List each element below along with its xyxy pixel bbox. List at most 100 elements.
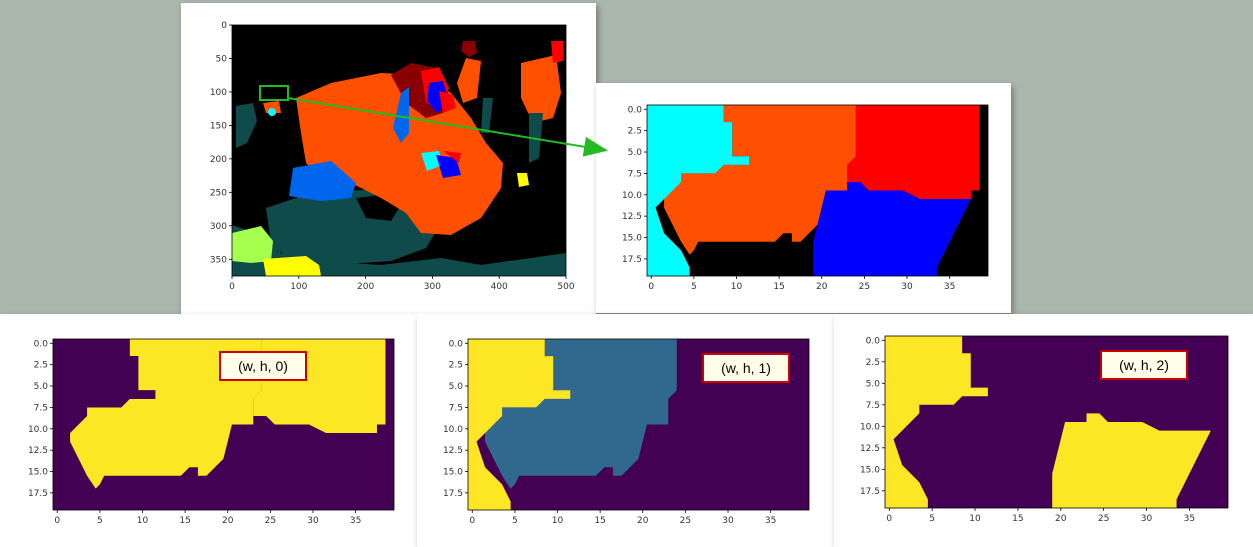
channel-2-x-tick-label: 30 [1141, 514, 1153, 524]
region-red [847, 105, 980, 200]
channel-2-axes: 0 5 10 15 20 25 30 35 0.0 2.5 5.0 7.5 10.0 12.5 15.0 17… [860, 335, 1229, 524]
crop-x-tick-label: 0 [648, 282, 654, 292]
full-segmentation-plot: 0 100 200 300 400 500 0 50 100 150 200 250 300 350 [210, 21, 575, 292]
channel-0-y-tick-label: 10.0 [28, 425, 48, 435]
crop-y-tick-label: 7.5 [628, 169, 642, 179]
region-cyan [53, 339, 156, 510]
channel-2-label-box: (w, h, 2) [1100, 350, 1188, 380]
channel-1-y-tick-label: 5.0 [449, 382, 464, 392]
channel-1-y-tick-label: 2.5 [449, 361, 463, 371]
channel-1-label: (w, h, 1) [721, 360, 771, 376]
crop-y-tick-label: 5.0 [628, 148, 643, 158]
channel-0-y-tick-label: 0.0 [34, 339, 49, 349]
channel-2-y-tick-label: 10.0 [860, 422, 880, 432]
region-orange [70, 339, 262, 489]
full-y-tick-label: 250 [210, 188, 227, 198]
full-y-tick-label: 0 [221, 21, 227, 31]
channel-2-y-tick-label: 12.5 [860, 444, 880, 454]
crop-x-tick-label: 20 [816, 282, 828, 292]
region-cyan [885, 336, 988, 508]
region-cyan [647, 105, 750, 276]
full-x-tick-label: 200 [357, 282, 374, 292]
channel-0-x-tick-label: 15 [179, 516, 190, 526]
channel-1-y-tick-label: 15.0 [443, 468, 463, 478]
crop-y-tick-label: 12.5 [622, 212, 642, 222]
channel-1-y-tick-label: 0.0 [449, 339, 464, 349]
channel-1-y-tick-label: 10.0 [443, 425, 463, 435]
channel-0-axes: 0 5 10 15 20 25 30 35 0.0 2.5 5.0 7.5 10.0 12.5 15.0 17… [28, 338, 395, 526]
full-y-tick-label: 100 [210, 88, 227, 98]
channel-1-y-tick-label: 17.5 [443, 489, 463, 499]
crop-y-tick-label: 17.5 [622, 255, 642, 265]
channel-2-y-tick-label: 5.0 [866, 379, 881, 389]
crop-y-tick-label: 10.0 [622, 191, 642, 201]
channel-0-x-tick-label: 5 [97, 516, 103, 526]
full-y-tick-label: 50 [216, 54, 228, 64]
channel-panel-1: 0 5 10 15 20 25 30 35 0.0 2.5 5.0 7.5 10.0 12.5 15.0 17… [417, 314, 834, 547]
full-x-tick-label: 0 [229, 282, 235, 292]
channel-0-x-tick-label: 30 [307, 516, 319, 526]
channel-1-x-tick-label: 20 [637, 516, 649, 526]
channel-1-x-tick-label: 5 [512, 516, 518, 526]
crop-y-tick-label: 0.0 [628, 105, 643, 115]
region-orange [485, 339, 677, 489]
crop-x-tick-label: 25 [859, 282, 870, 292]
channel-2-label: (w, h, 2) [1119, 357, 1169, 373]
channel-1-x-tick-label: 10 [552, 516, 564, 526]
channel-1-x-tick-label: 35 [765, 516, 776, 526]
channel-0-y-tick-label: 12.5 [28, 446, 48, 456]
channel-0-label-box: (w, h, 0) [219, 351, 307, 381]
channel-0-y-tick-label: 15.0 [28, 468, 48, 478]
region-cyan [468, 339, 571, 510]
region-orange [902, 336, 1096, 487]
full-y-tick-label: 350 [210, 255, 227, 265]
channel-2-x-tick-label: 10 [969, 514, 981, 524]
full-y-tick-label: 150 [210, 121, 227, 131]
channel-panel-0: 0 5 10 15 20 25 30 35 0.0 2.5 5.0 7.5 10.0 12.5 15.0 17… [0, 314, 417, 547]
channel-1-axes: 0 5 10 15 20 25 30 35 0.0 2.5 5.0 7.5 10.0 12.5 15.0 17… [443, 338, 810, 526]
channel-panel-2: 0 5 10 15 20 25 30 35 0.0 2.5 5.0 7.5 10.0 12.5 15.0 17… [834, 314, 1253, 547]
crop-x-tick-label: 30 [901, 282, 913, 292]
crop-x-tick-label: 15 [773, 282, 784, 292]
crop-segmentation-axes: 0 5 10 15 20 25 30 35 0.0 2.5 5.0 7.5 10.0 12.5 15.0 17… [622, 104, 989, 292]
channel-2-x-tick-label: 35 [1184, 514, 1195, 524]
channel-2-x-tick-label: 20 [1055, 514, 1067, 524]
channel-2-y-tick-label: 2.5 [866, 358, 880, 368]
channel-plot-0: 0 5 10 15 20 25 30 35 0.0 2.5 5.0 7.5 10.0 12.5 15.0 17… [28, 338, 395, 526]
crop-segmentation-image [647, 105, 988, 276]
crop-x-tick-label: 5 [691, 282, 697, 292]
channel-0-y-tick-label: 17.5 [28, 489, 48, 499]
channel-2-x-tick-label: 15 [1012, 514, 1023, 524]
crop-segmentation-panel: 0 5 10 15 20 25 30 35 0.0 2.5 5.0 7.5 10.0 12.5 15.0 17… [596, 83, 1011, 313]
channel-1-x-tick-label: 15 [594, 516, 605, 526]
channel-1-label-box: (w, h, 1) [702, 353, 790, 383]
channel-0-x-tick-label: 10 [137, 516, 149, 526]
channel-0-y-tick-label: 5.0 [34, 382, 49, 392]
channel-1-x-tick-label: 25 [680, 516, 691, 526]
channel-2-x-tick-label: 0 [886, 514, 892, 524]
channel-0-y-tick-label: 7.5 [34, 403, 48, 413]
channel-plot-2: 0 5 10 15 20 25 30 35 0.0 2.5 5.0 7.5 10.0 12.5 15.0 17… [860, 335, 1229, 524]
region-blue [219, 415, 377, 510]
crop-y-tick-label: 2.5 [628, 127, 642, 137]
region-blue [1052, 413, 1211, 508]
crop-segmentation-plot: 0 5 10 15 20 25 30 35 0.0 2.5 5.0 7.5 10.0 12.5 15.0 17… [622, 104, 989, 292]
full-segmentation-axes: 0 100 200 300 400 500 0 50 100 150 200 250 300 350 [210, 21, 575, 292]
channel-2-y-tick-label: 15.0 [860, 465, 880, 475]
channel-0-x-tick-label: 0 [54, 516, 60, 526]
channel-1-x-tick-label: 0 [469, 516, 475, 526]
full-x-tick-label: 400 [491, 282, 508, 292]
region-blue [813, 181, 971, 276]
crop-y-tick-label: 15.0 [622, 234, 642, 244]
channel-1-x-tick-label: 30 [722, 516, 734, 526]
channel-2-y-tick-label: 7.5 [866, 401, 880, 411]
crop-x-tick-label: 35 [944, 282, 955, 292]
crop-x-tick-label: 10 [731, 282, 743, 292]
channel-2-x-tick-label: 25 [1098, 514, 1109, 524]
region-blue [634, 415, 792, 510]
full-x-tick-label: 100 [290, 282, 307, 292]
channel-0-x-tick-label: 35 [350, 516, 361, 526]
full-x-tick-label: 300 [424, 282, 441, 292]
channel-plot-1: 0 5 10 15 20 25 30 35 0.0 2.5 5.0 7.5 10.0 12.5 15.0 17… [443, 338, 810, 526]
region-orange [664, 105, 856, 255]
